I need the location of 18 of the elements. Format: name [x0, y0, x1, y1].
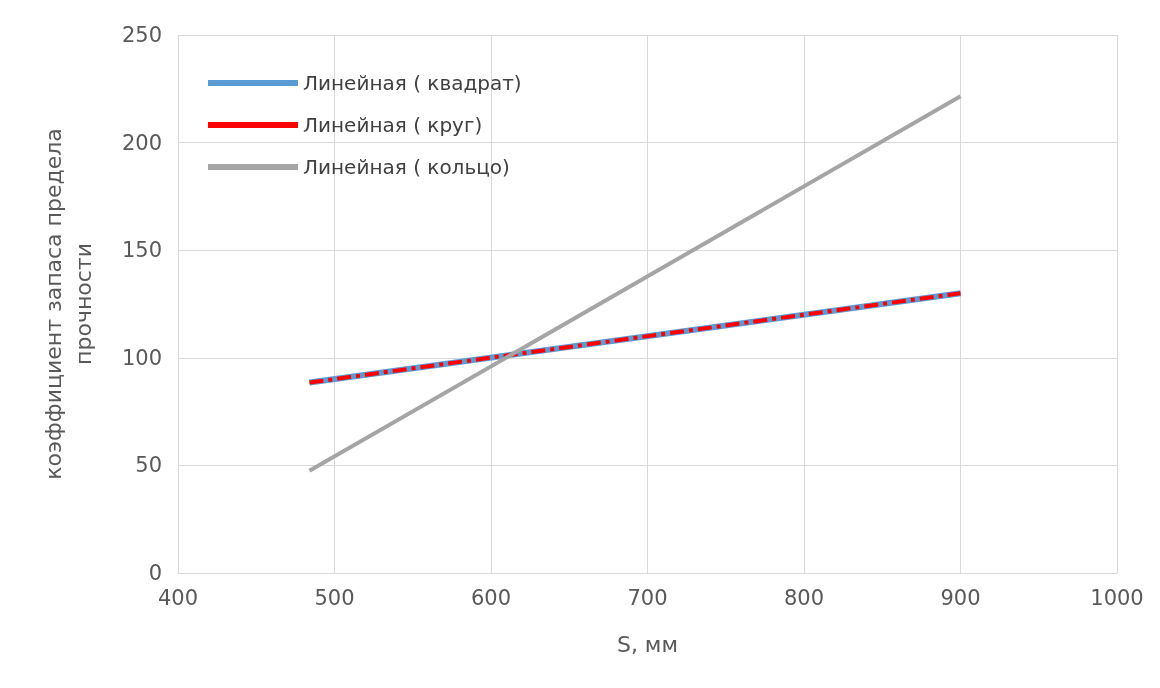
y-tick-label: 150 [121, 238, 162, 263]
x-tick-label: 1000 [1090, 585, 1144, 610]
legend-label: Линейная ( квадрат) [303, 71, 522, 95]
y-tick-label: 100 [121, 345, 162, 370]
y-tick-label: 250 [121, 23, 162, 47]
y-tick-label: 200 [121, 130, 162, 155]
legend-label: Линейная ( круг) [303, 113, 483, 137]
x-tick-label: 500 [314, 585, 355, 610]
y-tick-label: 50 [135, 453, 162, 478]
x-tick-label: 400 [157, 585, 199, 610]
x-tick-label: 700 [627, 585, 668, 610]
y-tick-label: 0 [148, 561, 162, 585]
x-axis-title: S, мм [616, 631, 679, 657]
x-tick-label: 800 [783, 585, 825, 610]
x-tick-label: 900 [940, 585, 981, 610]
x-tick-label: 600 [470, 585, 512, 610]
legend-label: Линейная ( кольцо) [303, 155, 510, 179]
y-axis-title: коэффициент запаса предела прочности [40, 128, 96, 480]
